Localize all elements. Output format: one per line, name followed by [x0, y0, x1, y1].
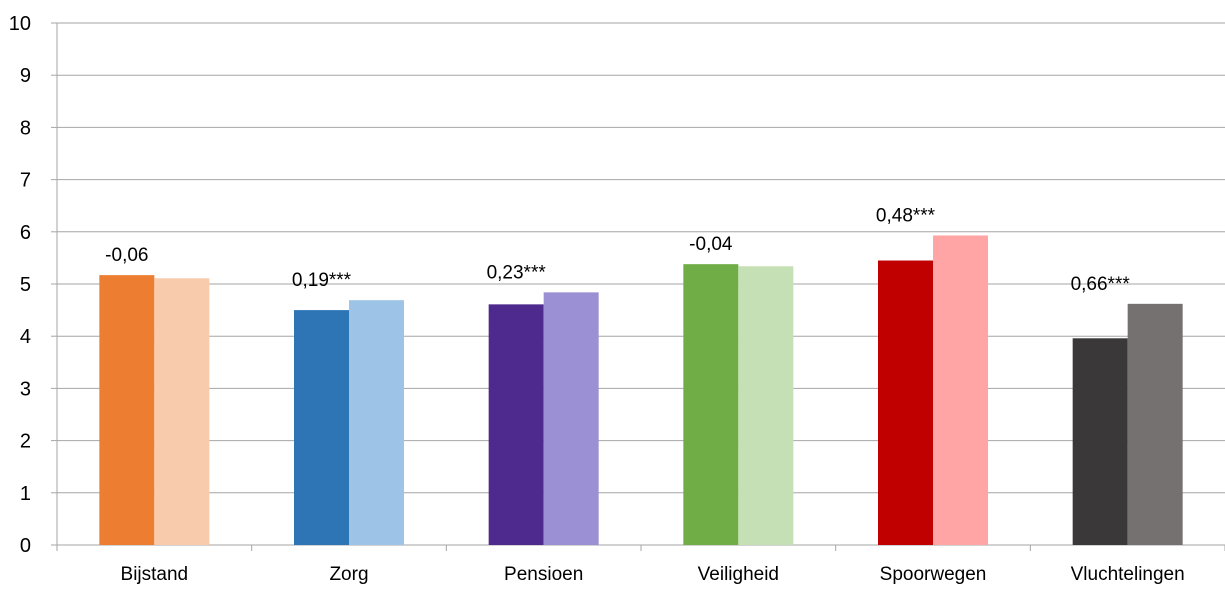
data-label: 0,66*** [1071, 274, 1131, 295]
data-label: 0,19*** [292, 270, 352, 291]
bar-veiligheid-1 [683, 264, 739, 545]
y-tick-label: 0 [20, 535, 31, 557]
x-category-label: Vluchtelingen [1071, 564, 1185, 585]
bar-vluchtelingen-1 [1072, 338, 1128, 545]
x-category-label: Zorg [329, 564, 368, 585]
bar-pensioen-2 [543, 292, 599, 545]
y-tick-label: 1 [20, 483, 31, 505]
data-label: -0,04 [689, 234, 733, 255]
bar-pensioen-1 [488, 304, 544, 545]
y-tick-label: 3 [20, 378, 31, 400]
x-category-label: Veiligheid [698, 564, 779, 585]
x-category-label: Spoorwegen [880, 564, 987, 585]
bar-spoorwegen-2 [933, 235, 988, 546]
bar-bijstand-1 [99, 275, 155, 545]
y-tick-label: 6 [20, 222, 31, 244]
bar-vluchtelingen-2 [1127, 303, 1183, 545]
bar-veiligheid-2 [738, 266, 794, 545]
data-label: 0,48*** [876, 205, 936, 226]
bar-zorg-2 [349, 300, 404, 545]
y-tick-label: 4 [20, 326, 31, 348]
y-tick-label: 2 [20, 431, 31, 453]
bar-zorg-1 [294, 310, 349, 545]
bar-spoorwegen-1 [878, 260, 933, 545]
y-tick-label: 5 [20, 274, 31, 296]
x-category-label: Pensioen [504, 564, 583, 585]
data-label: 0,23*** [487, 262, 547, 283]
y-tick-label: 10 [9, 13, 31, 35]
y-tick-label: 7 [20, 170, 31, 192]
data-label: -0,06 [105, 245, 148, 266]
y-tick-label: 8 [20, 117, 31, 139]
bar-bijstand-2 [154, 278, 210, 545]
y-tick-label: 9 [20, 65, 31, 87]
x-category-label: Bijstand [121, 564, 189, 585]
